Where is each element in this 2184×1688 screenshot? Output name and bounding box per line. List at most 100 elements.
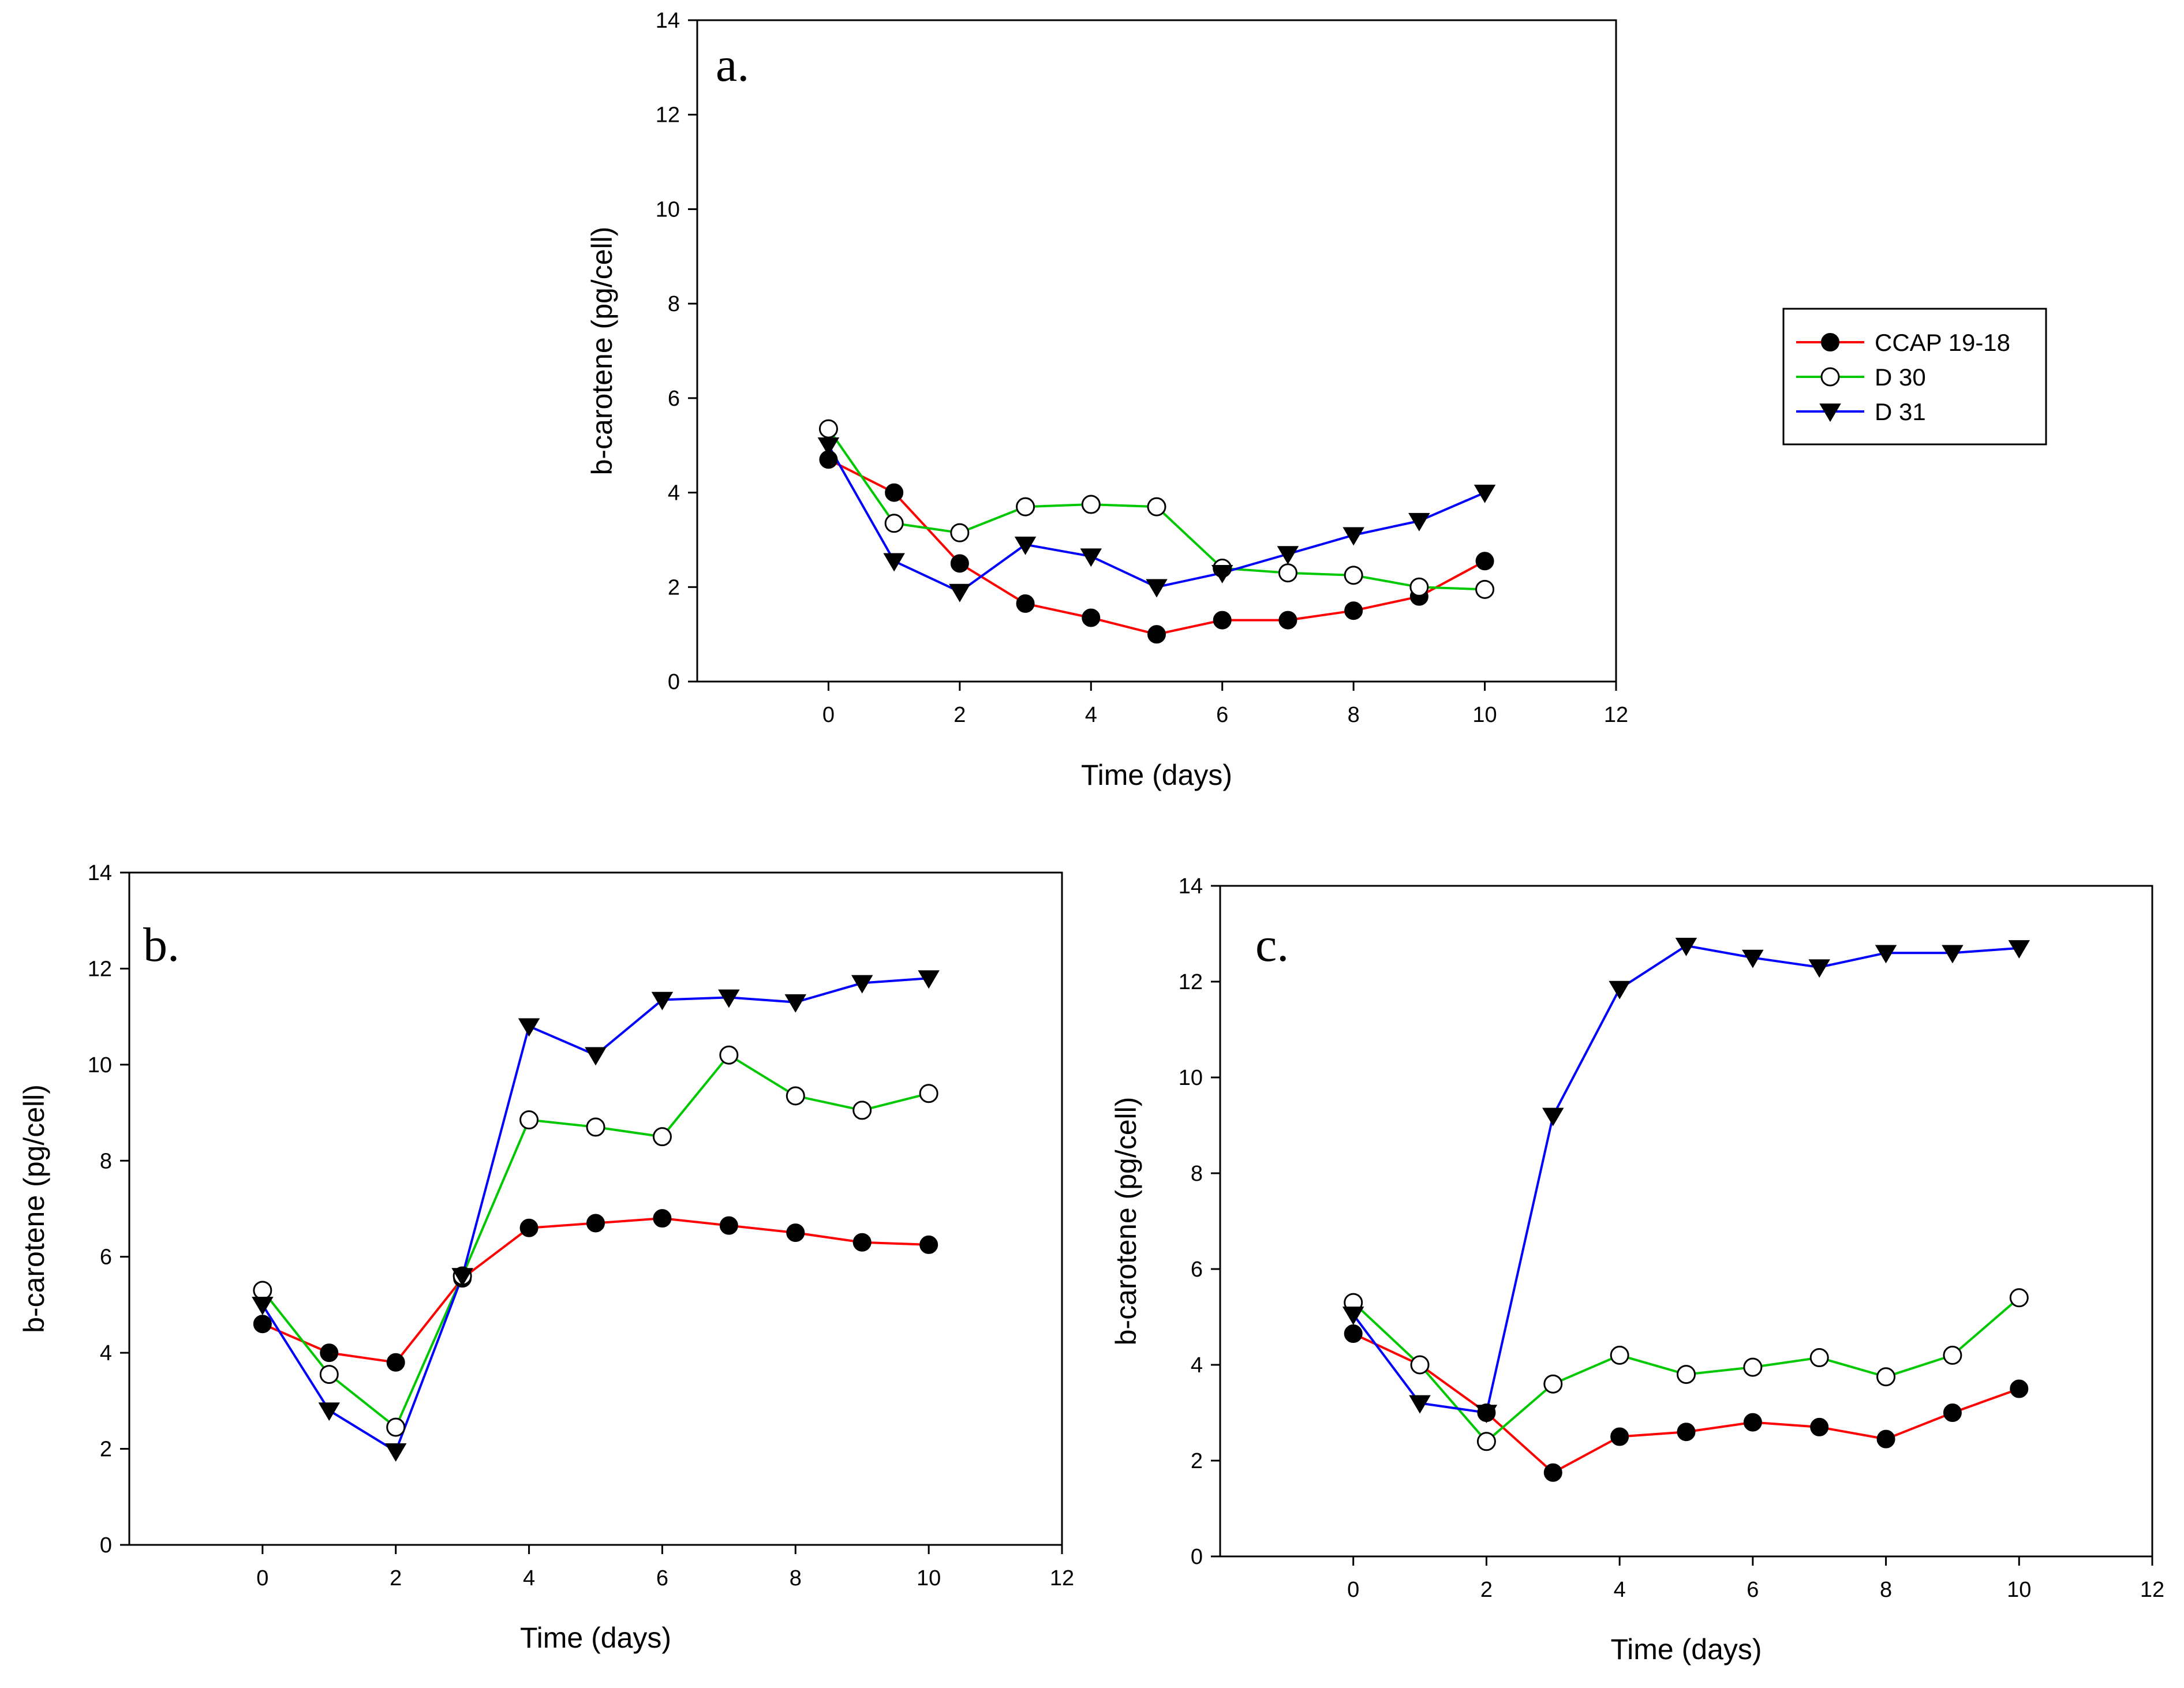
y-tick-label: 10	[1179, 1066, 1203, 1090]
legend-entry-d-30: D 30	[1875, 364, 1926, 391]
data-point-d-30	[884, 514, 904, 533]
data-point-d-31	[518, 1018, 540, 1037]
legend-box	[1782, 308, 2047, 446]
data-point-d-30	[1677, 1365, 1696, 1384]
legend-marker-ccap-19-18	[1821, 333, 1839, 351]
data-point-d-30	[386, 1417, 406, 1437]
data-point-d-31	[1342, 1307, 1364, 1325]
data-point-ccap-19-18	[919, 1235, 938, 1254]
data-point-ccap-19-18	[1610, 1427, 1629, 1446]
data-point-d-30	[818, 419, 838, 439]
data-point-d-30	[1016, 497, 1035, 516]
data-point-d-30	[253, 1281, 272, 1300]
x-tick-label: 0	[1347, 1578, 1359, 1602]
data-point-d-30	[1344, 566, 1363, 585]
data-point-ccap-19-18	[253, 1315, 272, 1334]
y-tick-label: 14	[88, 861, 112, 885]
data-point-d-30	[786, 1086, 805, 1106]
data-point-ccap-19-18	[1876, 1429, 1895, 1449]
y-tick-label: 14	[656, 9, 680, 33]
data-point-ccap-19-18	[1743, 1413, 1762, 1432]
x-tick-label: 4	[1085, 703, 1097, 727]
x-tick-label: 0	[822, 703, 835, 727]
x-axis-label: Time (days)	[520, 1622, 671, 1654]
data-point-ccap-19-18	[885, 483, 904, 502]
y-tick-label: 2	[100, 1438, 112, 1462]
y-tick-label: 4	[1191, 1353, 1203, 1378]
data-point-ccap-19-18	[786, 1223, 805, 1242]
data-point-ccap-19-18	[386, 1353, 405, 1372]
x-tick-label: 2	[953, 703, 966, 727]
plot-frame	[696, 19, 1617, 683]
y-tick-label: 14	[1179, 874, 1203, 899]
data-point-d-31	[2008, 940, 2030, 959]
x-tick-label: 10	[2007, 1578, 2031, 1602]
data-point-ccap-19-18	[1475, 552, 1494, 571]
data-point-d-30	[1475, 579, 1495, 599]
y-tick-label: 8	[1191, 1162, 1203, 1186]
data-point-d-30	[1147, 497, 1166, 516]
data-point-d-30	[1809, 1348, 1829, 1368]
y-tick-label: 10	[88, 1053, 112, 1077]
data-point-d-30	[1476, 1432, 1496, 1451]
data-point-d-31	[384, 1443, 407, 1462]
data-point-d-31	[1675, 938, 1697, 956]
x-tick-label: 10	[917, 1566, 941, 1590]
data-point-d-31	[318, 1402, 341, 1421]
data-point-d-30	[586, 1117, 605, 1137]
y-tick-label: 0	[100, 1533, 112, 1558]
y-tick-label: 4	[668, 481, 680, 506]
legend: CCAP 19-18 D 30 D 31	[1782, 308, 2047, 446]
data-point-ccap-19-18	[719, 1216, 738, 1235]
data-point-d-30	[1410, 1355, 1430, 1375]
x-axis-label: Time (days)	[1610, 1633, 1762, 1665]
y-tick-label: 4	[100, 1341, 112, 1365]
y-tick-label: 6	[100, 1245, 112, 1270]
legend-entry-ccap-19-18: CCAP 19-18	[1875, 329, 2010, 356]
y-tick-label: 10	[656, 197, 680, 222]
data-point-d-30	[519, 1110, 539, 1130]
data-point-d-31	[1474, 484, 1496, 503]
data-point-d-30	[950, 523, 970, 542]
data-point-ccap-19-18	[1543, 1463, 1562, 1482]
data-point-d-30	[1409, 577, 1429, 597]
panel-b: 0 2 4 6 8 10 12 14 0 2 4 6 8 10 12 Time (days) b-caroten…	[18, 861, 1074, 1654]
data-point-ccap-19-18	[519, 1218, 538, 1237]
data-point-d-31	[585, 1047, 607, 1066]
data-point-ccap-19-18	[1344, 601, 1363, 620]
data-point-d-30	[1743, 1357, 1763, 1377]
y-axis-label: b-carotene (pg/cell)	[1110, 1097, 1142, 1346]
x-tick-label: 2	[1480, 1578, 1493, 1602]
data-point-d-31	[1475, 1405, 1498, 1424]
data-point-d-30	[1081, 495, 1101, 514]
y-axis-label: b-carotene (pg/cell)	[586, 227, 618, 476]
data-point-ccap-19-18	[1082, 608, 1101, 627]
legend-entry-d-31: D 31	[1875, 398, 1926, 425]
data-point-d-31	[883, 553, 905, 572]
y-tick-label: 2	[668, 575, 680, 600]
data-point-d-31	[949, 583, 971, 602]
y-tick-label: 0	[1191, 1545, 1203, 1569]
data-point-d-31	[1277, 546, 1299, 565]
data-point-ccap-19-18	[1147, 625, 1166, 644]
data-point-ccap-19-18	[1016, 594, 1035, 613]
y-tick-label: 12	[88, 957, 112, 981]
panel-label: b.	[143, 918, 179, 972]
x-tick-label: 10	[1472, 703, 1497, 727]
data-point-ccap-19-18	[1677, 1423, 1696, 1442]
y-tick-label: 6	[1191, 1257, 1203, 1282]
data-point-d-30	[719, 1045, 739, 1065]
data-point-ccap-19-18	[1810, 1417, 1829, 1436]
x-tick-label: 2	[390, 1566, 402, 1590]
data-point-d-31	[851, 975, 873, 994]
y-tick-label: 6	[668, 387, 680, 411]
data-point-d-31	[1408, 512, 1430, 532]
x-tick-label: 0	[256, 1566, 268, 1590]
data-point-d-31	[1808, 959, 1830, 978]
data-point-ccap-19-18	[653, 1209, 672, 1228]
legend-marker-d-30	[1820, 367, 1840, 387]
legend-marker-d-31	[1819, 403, 1841, 422]
data-point-d-31	[1542, 1107, 1564, 1126]
x-tick-label: 6	[1747, 1578, 1759, 1602]
